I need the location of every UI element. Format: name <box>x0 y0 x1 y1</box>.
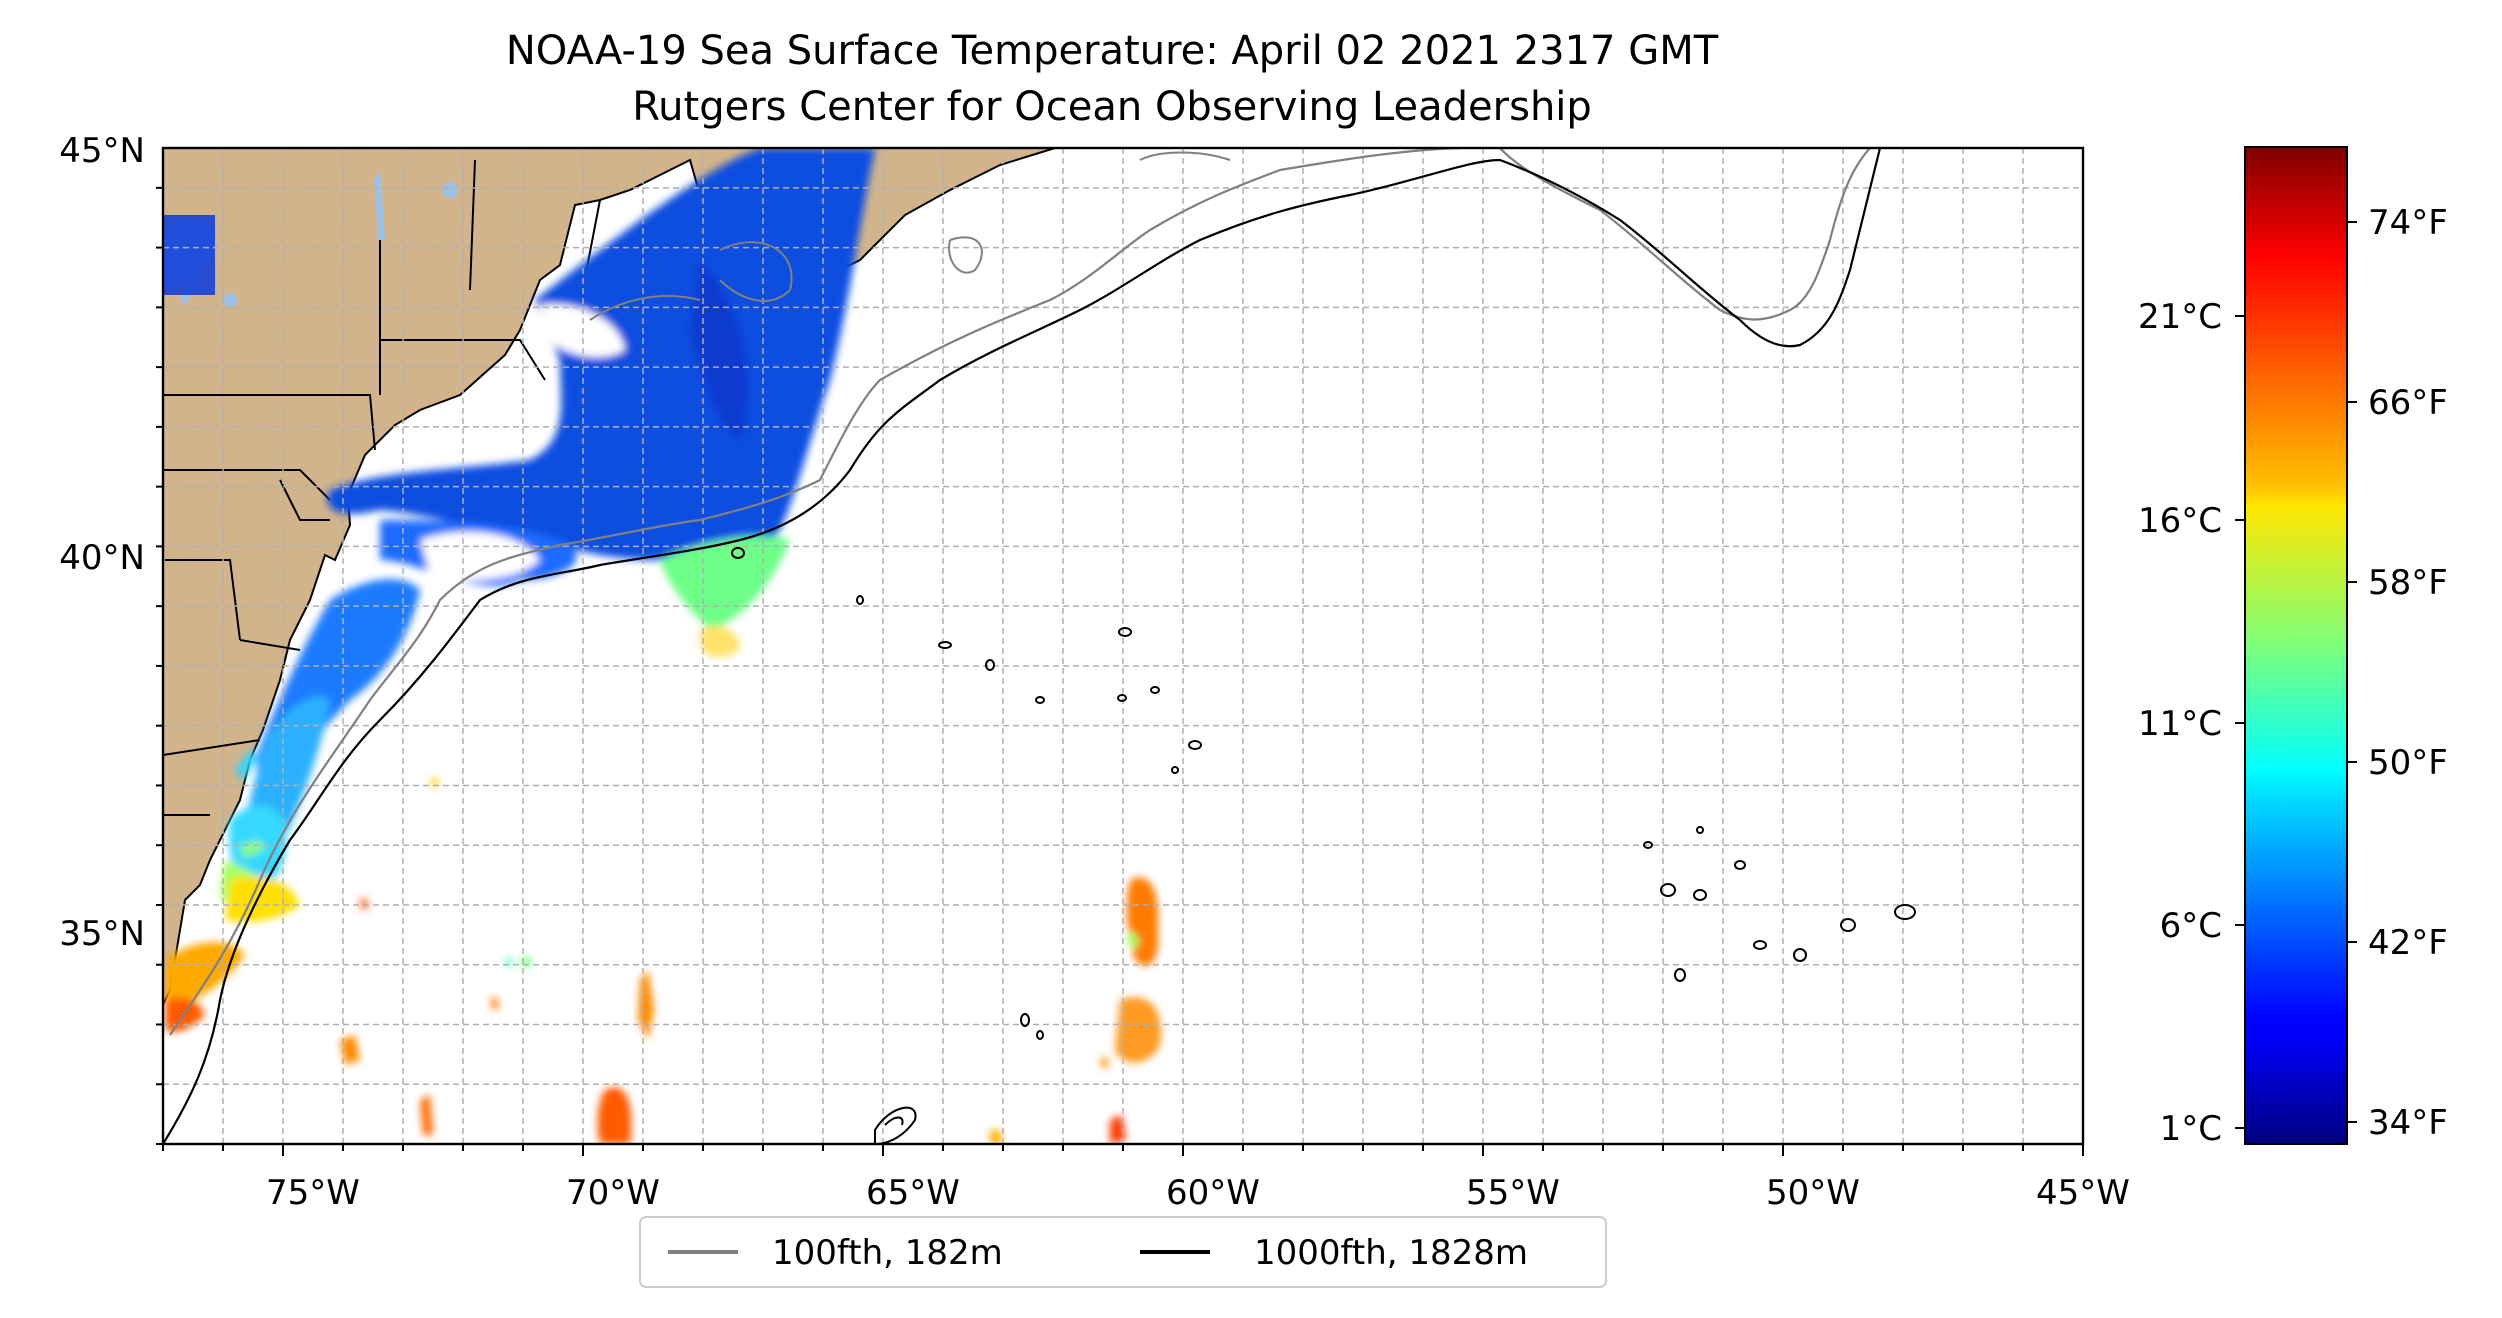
colorbar-fahrenheit-label: 34°F <box>2368 1103 2448 1143</box>
colorbar-fahrenheit-label: 50°F <box>2368 743 2448 783</box>
lat-tick-label: 45°N <box>59 131 145 171</box>
colorbar-fahrenheit-ticks <box>2347 221 2357 1123</box>
lon-tick-label: 50°W <box>1766 1173 1860 1213</box>
colorbar-celsius-label: 1°C <box>2160 1109 2222 1149</box>
colorbar-celsius-label: 21°C <box>2138 297 2222 337</box>
lat-tick-label: 40°N <box>59 538 145 578</box>
seamounts <box>731 547 1916 1144</box>
sst-offshore-patches <box>340 777 1161 1144</box>
legend-label-1000fth: 1000fth, 1828m <box>1254 1233 1528 1273</box>
isobath-100fth-banks <box>589 151 1231 321</box>
isobath-100fth <box>169 148 1871 1036</box>
colorbar-fahrenheit-label: 58°F <box>2368 563 2448 603</box>
lat-tick-label: 35°N <box>59 914 145 954</box>
lon-tick-label: 55°W <box>1466 1173 1560 1213</box>
colorbar-celsius-label: 16°C <box>2138 501 2222 541</box>
lon-tick-label: 65°W <box>866 1173 960 1213</box>
colorbar-celsius-label: 6°C <box>2160 906 2222 946</box>
colorbar-celsius-label: 11°C <box>2138 704 2222 744</box>
colorbar-fahrenheit-label: 66°F <box>2368 383 2448 423</box>
lon-tick-label: 70°W <box>566 1173 660 1213</box>
sst-coastal-swath <box>165 148 875 1032</box>
chart-title: NOAA-19 Sea Surface Temperature: April 0… <box>506 28 1719 74</box>
chart-subtitle: Rutgers Center for Ocean Observing Leade… <box>632 84 1592 130</box>
isobath-1000fth <box>163 148 1882 1144</box>
lon-tick-label: 45°W <box>2036 1173 2130 1213</box>
colorbar: 21°C 16°C 11°C 6°C 1°C 74°F 66°F 58°F 50… <box>2138 146 2448 1149</box>
legend: 100fth, 182m 1000fth, 1828m <box>639 1216 1607 1288</box>
lake-ontario-sst <box>163 215 215 295</box>
map-ticks <box>156 186 2084 1156</box>
colorbar-fahrenheit-label: 42°F <box>2368 923 2448 963</box>
lon-tick-labels: 75°W 70°W 65°W 60°W 55°W 50°W 45°W <box>266 1173 2130 1213</box>
map-gridlines <box>163 148 2083 1144</box>
legend-label-100fth: 100fth, 182m <box>772 1233 1003 1273</box>
legend-box <box>639 1216 1607 1288</box>
colorbar-celsius-ticks <box>2235 315 2245 1129</box>
colorbar-gradient <box>2244 146 2348 1145</box>
lon-tick-label: 75°W <box>266 1173 360 1213</box>
colorbar-fahrenheit-label: 74°F <box>2368 203 2448 243</box>
map-panel <box>163 148 2083 1144</box>
lon-tick-label: 60°W <box>1166 1173 1260 1213</box>
